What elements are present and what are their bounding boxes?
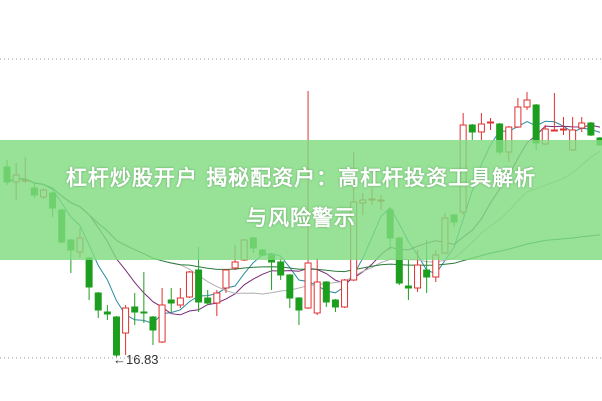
candle-body bbox=[94, 292, 102, 311]
article-title: 杠杆炒股开户 揭秘配资户：高杠杆投资工具解析 与风险警示 bbox=[0, 158, 602, 238]
candle bbox=[341, 279, 349, 308]
candle bbox=[158, 288, 166, 343]
candle bbox=[523, 92, 531, 110]
candle bbox=[322, 281, 330, 307]
candle bbox=[131, 293, 139, 325]
candle bbox=[167, 288, 175, 312]
candle bbox=[176, 288, 184, 308]
candle-body bbox=[213, 292, 221, 304]
candle bbox=[560, 117, 568, 135]
candle bbox=[295, 297, 303, 325]
title-banner bbox=[0, 140, 602, 260]
candle bbox=[550, 93, 558, 132]
candle-body bbox=[404, 285, 412, 289]
candle-body bbox=[414, 264, 422, 289]
candle bbox=[204, 290, 212, 305]
candle-body bbox=[195, 269, 203, 303]
candle-body bbox=[578, 122, 586, 129]
candle-body bbox=[176, 297, 184, 306]
candle bbox=[487, 118, 495, 130]
candle-body bbox=[514, 106, 522, 128]
candle-body bbox=[487, 121, 495, 124]
candle bbox=[103, 305, 111, 320]
candle-body bbox=[468, 124, 476, 133]
candle bbox=[404, 260, 412, 300]
candle bbox=[94, 292, 102, 318]
candle-body bbox=[341, 279, 349, 308]
candle bbox=[313, 258, 321, 315]
candle-body bbox=[331, 299, 339, 308]
candle-body bbox=[423, 269, 431, 278]
candle-body bbox=[204, 297, 212, 304]
candle-body bbox=[277, 261, 285, 276]
candle-body bbox=[112, 316, 120, 356]
candle bbox=[477, 113, 485, 140]
candle-body bbox=[231, 261, 239, 269]
candle-body bbox=[131, 306, 139, 313]
candle bbox=[331, 299, 339, 312]
candle-body bbox=[322, 281, 330, 303]
candle-body bbox=[167, 299, 175, 304]
candle-body bbox=[185, 271, 193, 298]
candle bbox=[112, 316, 120, 357]
candle bbox=[286, 274, 294, 308]
candle bbox=[277, 258, 285, 280]
candle-body bbox=[587, 122, 595, 136]
candle-body bbox=[523, 99, 531, 108]
title-line-1: 杠杆炒股开户 揭秘配资户：高杠杆投资工具解析 bbox=[65, 166, 537, 190]
low-price-annotation: ←16.83 bbox=[113, 352, 159, 367]
candle bbox=[122, 305, 130, 355]
candle bbox=[222, 269, 230, 293]
title-line-2: 与风险警示 bbox=[246, 206, 356, 230]
candle-body bbox=[295, 297, 303, 311]
candle bbox=[140, 272, 148, 323]
candle bbox=[85, 257, 93, 300]
candle bbox=[149, 316, 157, 345]
candle-body bbox=[222, 269, 230, 289]
candle-body bbox=[304, 262, 312, 309]
candle bbox=[213, 290, 221, 316]
candle-body bbox=[532, 104, 540, 144]
candle bbox=[578, 117, 586, 132]
candle-body bbox=[140, 311, 148, 314]
candle bbox=[468, 124, 476, 140]
candle bbox=[514, 98, 522, 128]
candle-body bbox=[122, 307, 130, 334]
candle-body bbox=[286, 274, 294, 299]
candle-body bbox=[477, 123, 485, 133]
candle-body bbox=[103, 311, 111, 315]
candle-body bbox=[560, 128, 568, 131]
candle-body bbox=[85, 257, 93, 288]
candle-body bbox=[149, 316, 157, 331]
candle-body bbox=[313, 281, 321, 314]
candle bbox=[185, 271, 193, 298]
candle-body bbox=[550, 129, 558, 132]
candle bbox=[587, 122, 595, 136]
candle-body bbox=[158, 304, 166, 343]
